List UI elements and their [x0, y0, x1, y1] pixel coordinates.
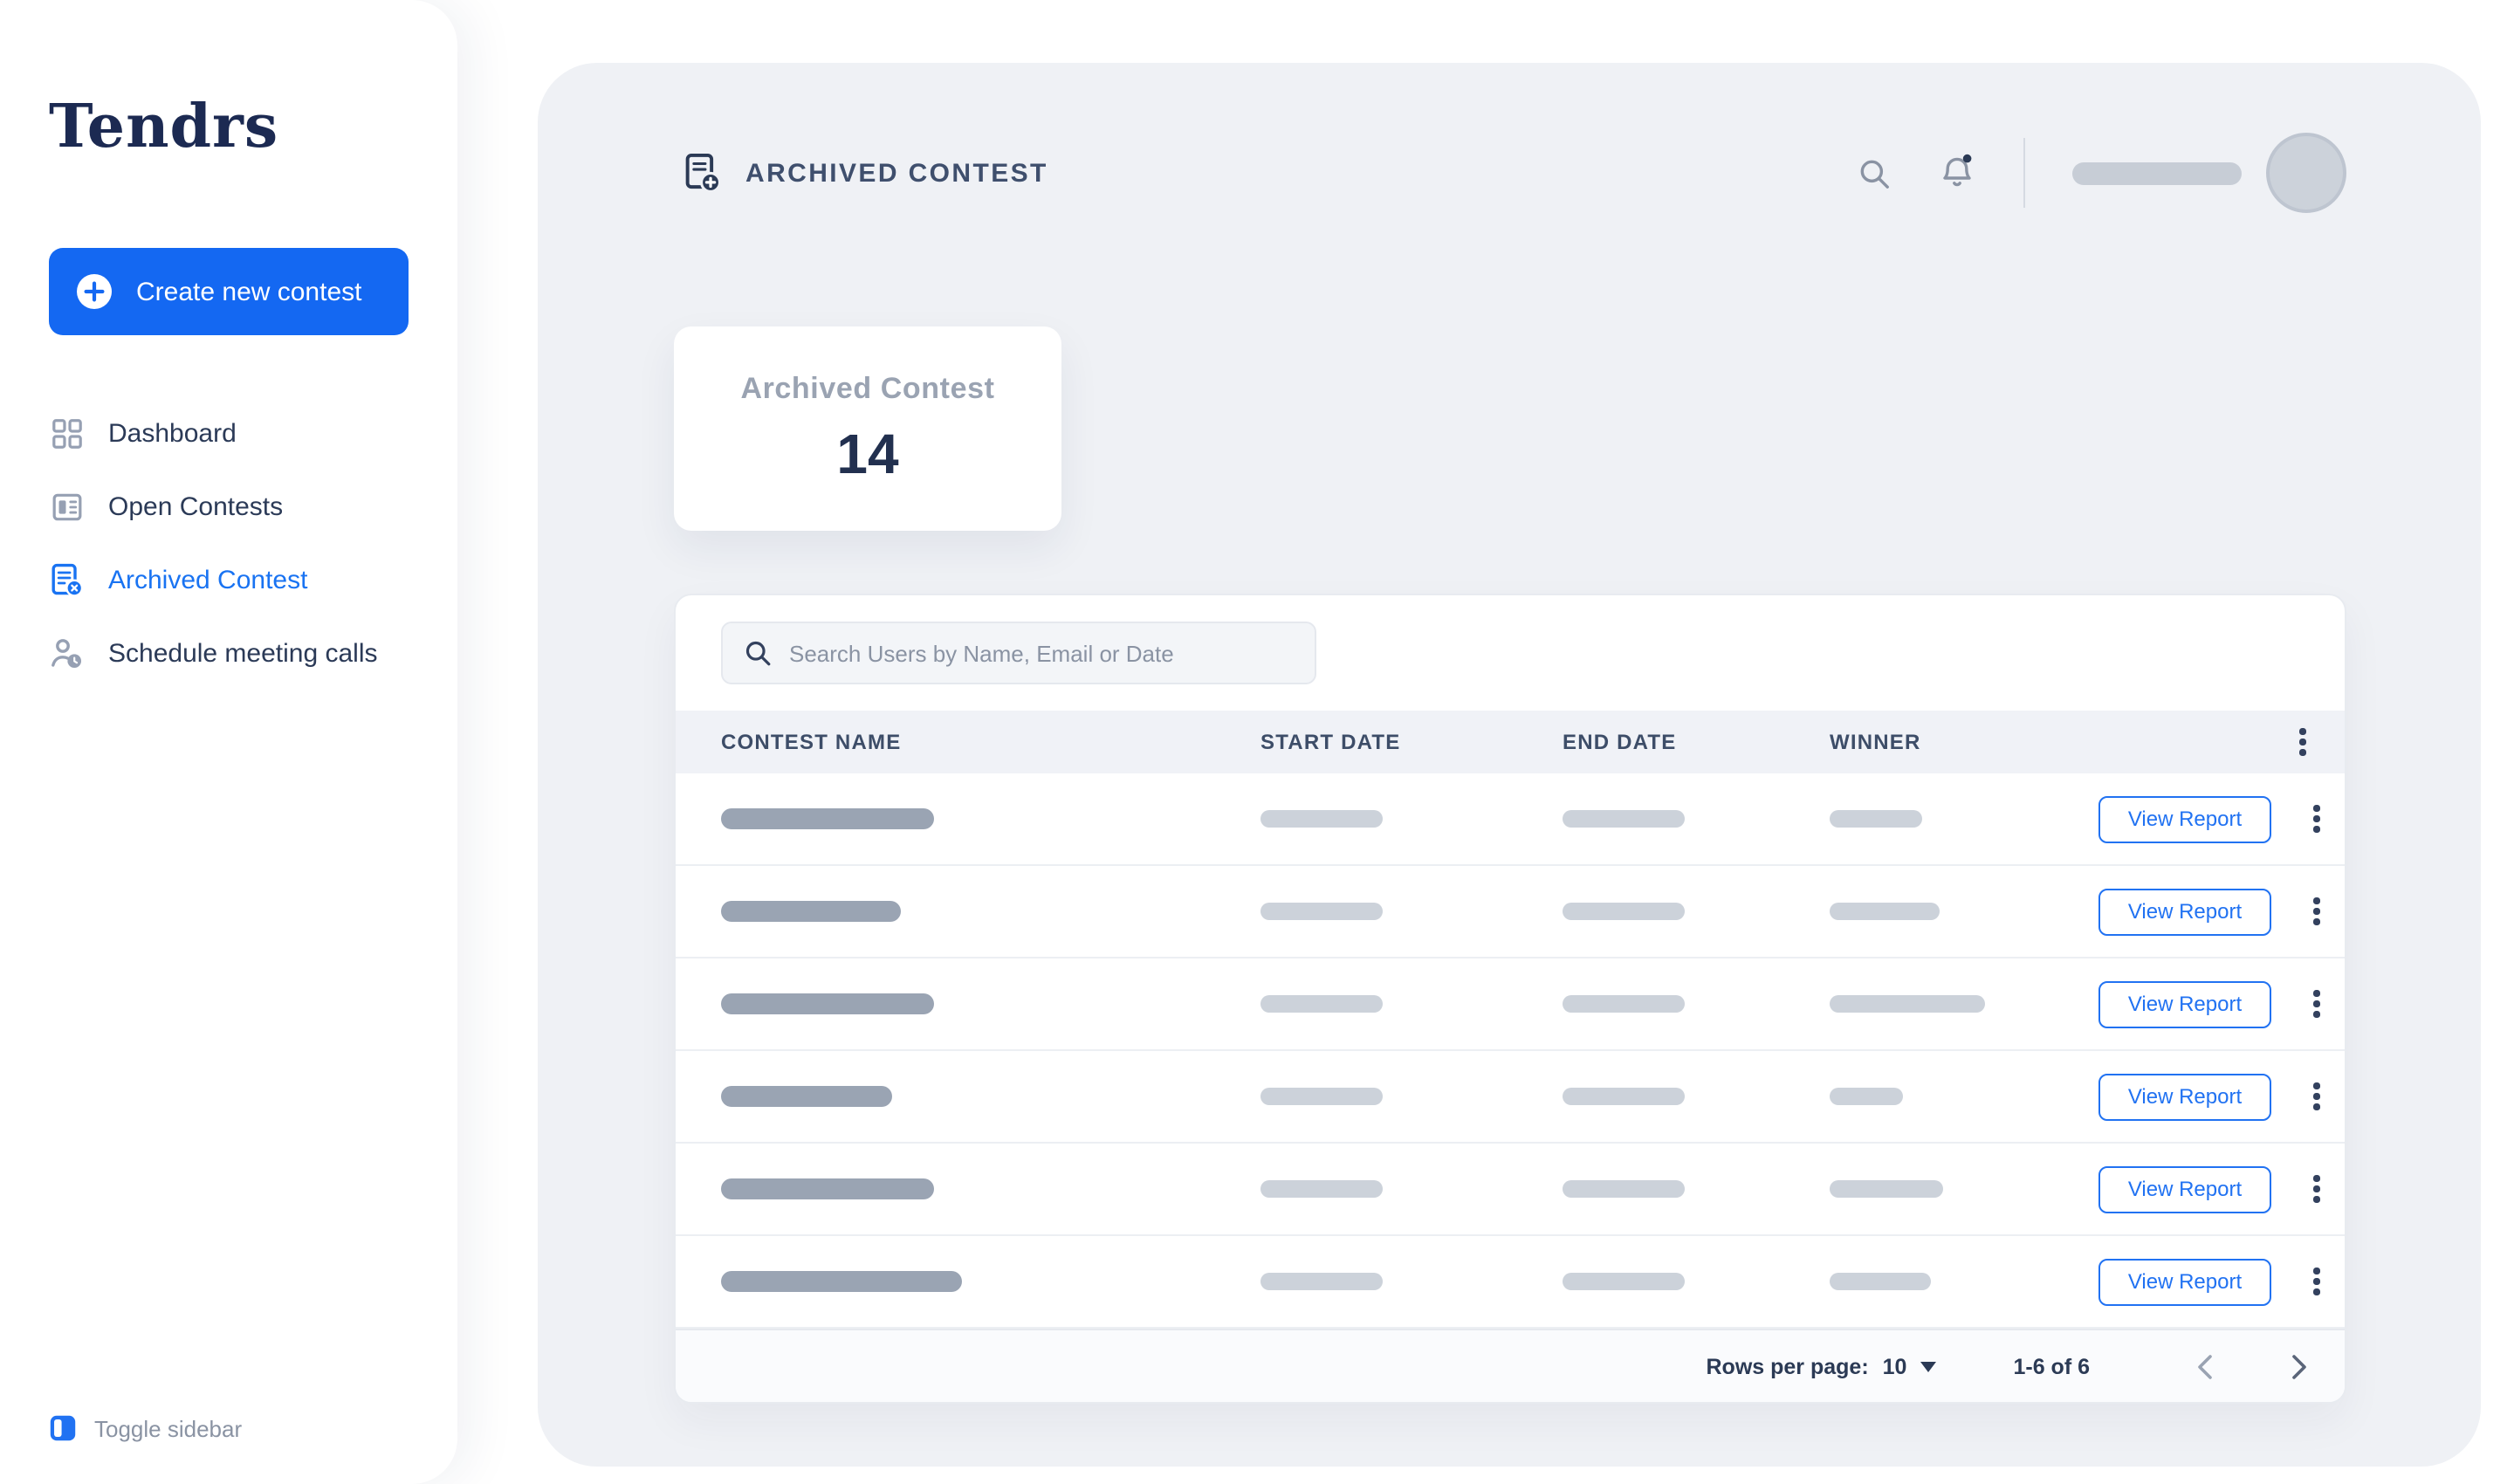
start-date-placeholder — [1260, 810, 1383, 828]
open-contests-icon — [49, 489, 84, 524]
contest-name-placeholder — [721, 808, 934, 830]
sidebar-item-dashboard[interactable]: Dashboard — [49, 416, 409, 450]
main-panel: ARCHIVED CONTEST — [538, 63, 2481, 1467]
toggle-sidebar-button[interactable]: Toggle sidebar — [49, 1414, 242, 1442]
row-actions-kebab-icon[interactable] — [2299, 985, 2334, 1023]
view-report-button[interactable]: View Report — [2098, 795, 2271, 843]
brand-logo: Tendrs — [49, 93, 279, 162]
view-report-button[interactable]: View Report — [2098, 1258, 2271, 1306]
table-footer: Rows per page: 10 1-6 of 6 — [676, 1329, 2345, 1402]
notification-dot — [1962, 154, 1972, 163]
archived-contest-icon — [49, 562, 84, 597]
table-row: View Report — [676, 1144, 2345, 1237]
row-actions-kebab-icon[interactable] — [2299, 892, 2334, 931]
table-row: View Report — [676, 958, 2345, 1052]
winner-placeholder — [1830, 1273, 1931, 1291]
sidebar-item-label: Archived Contest — [108, 565, 308, 594]
end-date-placeholder — [1563, 1088, 1685, 1106]
pagination-controls — [2198, 1354, 2306, 1378]
start-date-placeholder — [1260, 903, 1383, 921]
table-search-box — [721, 622, 1316, 684]
toggle-sidebar-label: Toggle sidebar — [94, 1415, 243, 1441]
view-report-button[interactable]: View Report — [2098, 1165, 2271, 1213]
contest-name-placeholder — [721, 1271, 962, 1293]
archived-contest-summary-card: Archived Contest 14 — [674, 326, 1061, 531]
sidebar: Tendrs Create new contest — [0, 0, 457, 1484]
contest-name-placeholder — [721, 1178, 934, 1200]
sidebar-item-open-contests[interactable]: Open Contests — [49, 489, 409, 524]
search-icon[interactable] — [1858, 156, 1891, 189]
end-date-placeholder — [1563, 995, 1685, 1013]
contest-name-placeholder — [721, 1086, 892, 1108]
row-actions-kebab-icon[interactable] — [2299, 800, 2334, 838]
table-row: View Report — [676, 1051, 2345, 1144]
table-row: View Report — [676, 773, 2345, 867]
search-input-icon — [744, 639, 772, 667]
sidebar-item-label: Schedule meeting calls — [108, 638, 378, 668]
view-report-button[interactable]: View Report — [2098, 888, 2271, 936]
sidebar-nav: Dashboard Open Contests — [49, 416, 409, 670]
row-actions-kebab-icon[interactable] — [2299, 1262, 2334, 1301]
page-header: ARCHIVED CONTEST — [681, 129, 2346, 216]
summary-card-count: 14 — [836, 422, 899, 484]
table-row: View Report — [676, 866, 2345, 959]
table-options-kebab-icon[interactable] — [2285, 723, 2320, 761]
caret-down-icon — [1920, 1361, 1937, 1372]
sidebar-item-label: Open Contests — [108, 491, 284, 521]
document-plus-icon — [681, 152, 723, 194]
contest-name-placeholder — [721, 993, 934, 1015]
table-row: View Report — [676, 1236, 2345, 1329]
view-report-button[interactable]: View Report — [2098, 1073, 2271, 1121]
start-date-placeholder — [1260, 1180, 1383, 1199]
end-date-placeholder — [1563, 810, 1685, 828]
winner-placeholder — [1830, 903, 1940, 921]
contest-table-card: CONTEST NAME START DATE END DATE WINNER … — [674, 594, 2346, 1404]
start-date-placeholder — [1260, 1273, 1383, 1291]
create-new-contest-button[interactable]: Create new contest — [49, 248, 409, 335]
sidebar-item-archived-contest[interactable]: Archived Contest — [49, 562, 409, 597]
winner-placeholder — [1830, 1180, 1943, 1199]
sidebar-item-schedule-meeting-calls[interactable]: Schedule meeting calls — [49, 636, 409, 670]
row-actions-kebab-icon[interactable] — [2299, 1077, 2334, 1116]
column-header-start-date: START DATE — [1260, 730, 1401, 755]
column-header-contest-name: CONTEST NAME — [721, 730, 902, 755]
row-actions-kebab-icon[interactable] — [2299, 1170, 2334, 1208]
username-placeholder — [2072, 161, 2242, 184]
avatar[interactable] — [2266, 133, 2346, 213]
summary-card-title: Archived Contest — [740, 371, 995, 404]
start-date-placeholder — [1260, 995, 1383, 1013]
plus-circle-icon — [75, 272, 113, 311]
create-new-contest-label: Create new contest — [136, 277, 362, 306]
rows-per-page-label: Rows per page: — [1706, 1354, 1869, 1379]
column-header-winner: WINNER — [1830, 730, 1921, 755]
rows-per-page-value: 10 — [1882, 1354, 1907, 1379]
chevron-right-icon[interactable] — [2292, 1354, 2306, 1378]
start-date-placeholder — [1260, 1088, 1383, 1106]
page-title: ARCHIVED CONTEST — [745, 158, 1048, 188]
end-date-placeholder — [1563, 903, 1685, 921]
rows-per-page-dropdown[interactable]: Rows per page: 10 — [1707, 1354, 1937, 1378]
winner-placeholder — [1830, 995, 1985, 1013]
chevron-left-icon[interactable] — [2198, 1354, 2212, 1378]
contest-name-placeholder — [721, 901, 901, 923]
table-header-row: CONTEST NAME START DATE END DATE WINNER — [676, 711, 2345, 774]
toggle-sidebar-icon — [49, 1414, 77, 1442]
winner-placeholder — [1830, 810, 1922, 828]
sidebar-item-label: Dashboard — [108, 418, 237, 448]
search-input[interactable] — [789, 640, 1294, 666]
table-body: View Report View Report View Report View… — [676, 773, 2345, 1329]
pagination-range-label: 1-6 of 6 — [2013, 1354, 2090, 1379]
table-search-row — [676, 595, 2345, 711]
header-divider — [2023, 138, 2025, 208]
schedule-meeting-icon — [49, 636, 84, 670]
winner-placeholder — [1830, 1088, 1903, 1106]
user-chip — [2072, 133, 2346, 213]
dashboard-icon — [49, 416, 84, 450]
end-date-placeholder — [1563, 1180, 1685, 1199]
column-header-end-date: END DATE — [1563, 730, 1677, 755]
bell-icon[interactable] — [1938, 154, 1976, 192]
view-report-button[interactable]: View Report — [2098, 980, 2271, 1028]
end-date-placeholder — [1563, 1273, 1685, 1291]
